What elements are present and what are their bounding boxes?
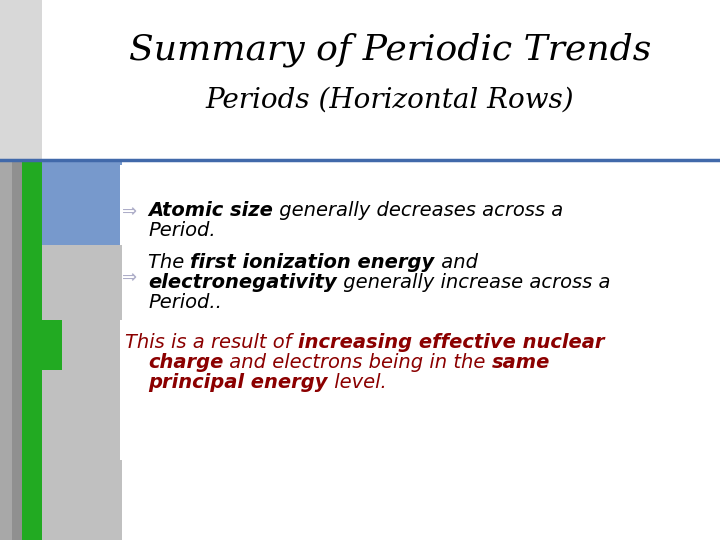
Bar xyxy=(42,320,62,370)
Text: generally increase across a: generally increase across a xyxy=(337,273,611,292)
Bar xyxy=(42,245,122,320)
Text: electronegativity: electronegativity xyxy=(148,273,337,292)
Text: generally decreases across a: generally decreases across a xyxy=(273,200,563,219)
Text: principal energy: principal energy xyxy=(148,373,328,392)
Text: level.: level. xyxy=(328,373,386,392)
Text: and electrons being in the: and electrons being in the xyxy=(223,353,492,372)
Text: Period.: Period. xyxy=(148,220,215,240)
Text: charge: charge xyxy=(148,353,223,372)
Text: Periods (Horizontal Rows): Periods (Horizontal Rows) xyxy=(206,86,575,113)
Bar xyxy=(42,160,122,245)
Bar xyxy=(12,0,22,540)
Text: increasing effective nuclear: increasing effective nuclear xyxy=(298,333,604,352)
Bar xyxy=(42,0,720,160)
Bar xyxy=(0,0,12,540)
Text: same: same xyxy=(492,353,550,372)
Bar xyxy=(0,0,720,160)
Bar xyxy=(22,0,42,540)
Text: The: The xyxy=(148,253,191,272)
Bar xyxy=(42,0,122,540)
Text: ⇒: ⇒ xyxy=(122,203,138,221)
Text: Summary of Periodic Trends: Summary of Periodic Trends xyxy=(129,33,651,68)
Text: and: and xyxy=(435,253,478,272)
Text: first ionization energy: first ionization energy xyxy=(191,253,435,272)
Bar xyxy=(22,240,42,370)
Text: Atomic size: Atomic size xyxy=(148,200,273,219)
Bar xyxy=(120,165,720,460)
Text: Period..: Period.. xyxy=(148,293,222,312)
Text: ⇒: ⇒ xyxy=(122,269,138,287)
Text: This is a result of: This is a result of xyxy=(125,333,298,352)
